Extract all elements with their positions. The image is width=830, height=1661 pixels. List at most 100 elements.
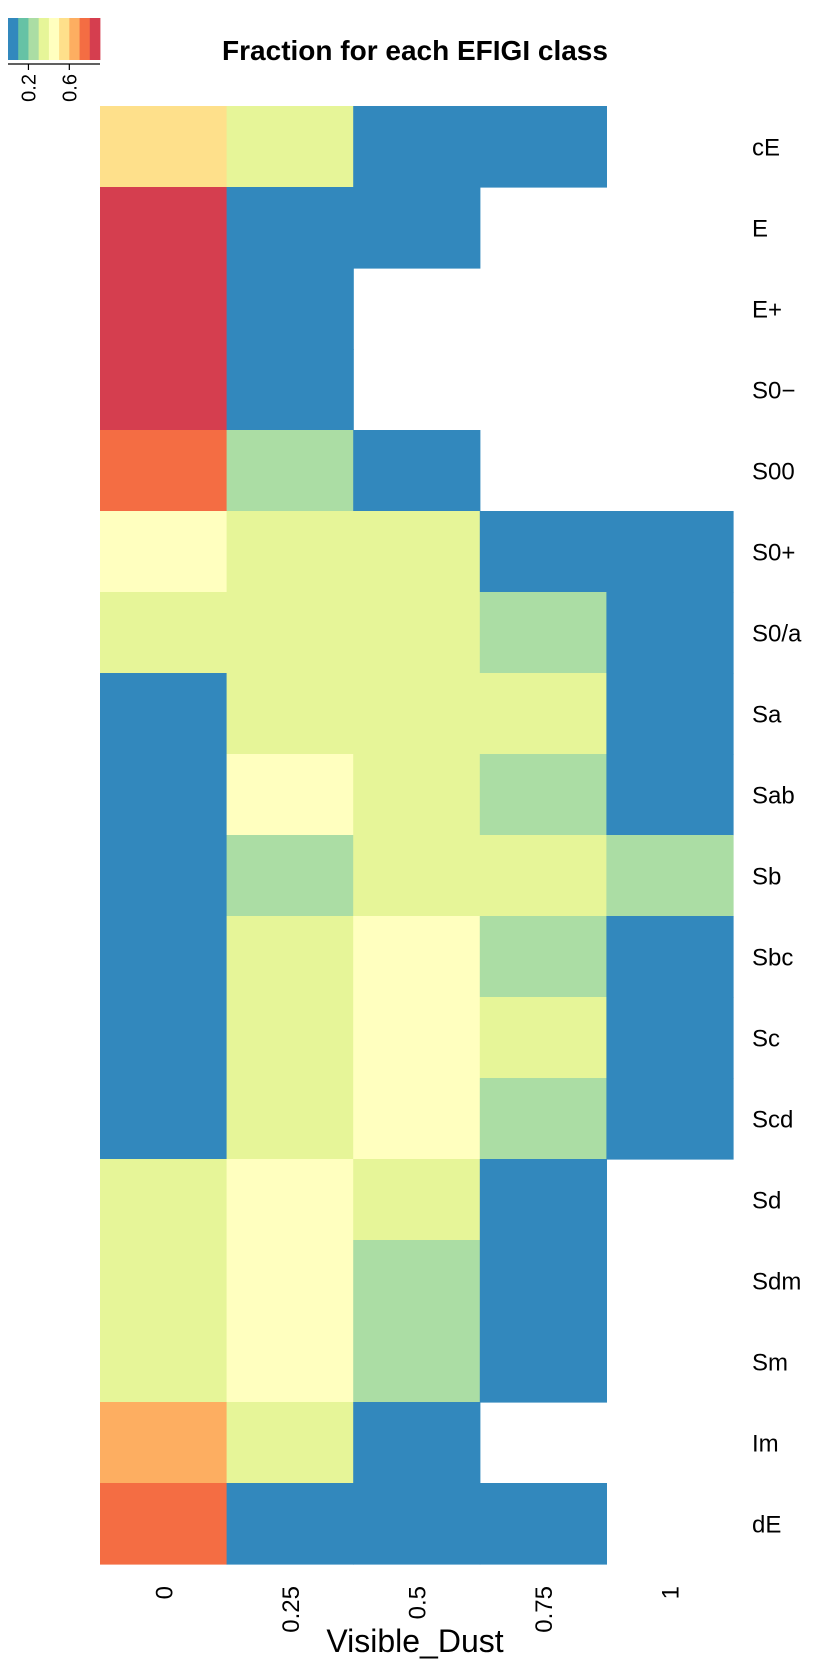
heatmap-cell — [479, 1159, 607, 1241]
row-label: Sc — [752, 1026, 780, 1053]
column-label: 0 — [151, 1586, 178, 1599]
heatmap-cell — [479, 997, 607, 1079]
heatmap-cell — [100, 187, 228, 269]
heatmap-cell — [100, 106, 228, 188]
row-labels: cE E E+ S0− S00 S0+ S0/a Sa Sab Sb Sbc Sc Scd Sd Sdm Sm… — [752, 135, 802, 1539]
heatmap-cell — [353, 1321, 481, 1403]
heatmap-cell — [226, 430, 354, 512]
heatmap-cell — [479, 106, 607, 188]
heatmap-cell — [100, 592, 228, 674]
row-label: cE — [752, 135, 780, 162]
column-label: 0.75 — [531, 1586, 558, 1633]
heatmap-cell — [100, 997, 228, 1079]
row-label: Sdm — [752, 1269, 801, 1296]
legend-swatch — [59, 18, 70, 60]
heatmap-cell — [100, 916, 228, 998]
heatmap-cell — [479, 1078, 607, 1160]
heatmap-cell — [100, 1078, 228, 1160]
heatmap-cell — [606, 835, 734, 917]
heatmap-cell — [100, 1240, 228, 1322]
heatmap-cells — [100, 106, 734, 1565]
heatmap-cell — [479, 1240, 607, 1322]
heatmap-cell — [353, 430, 481, 512]
chart-title: Fraction for each EFIGI class — [222, 35, 608, 66]
row-label: Sm — [752, 1350, 788, 1377]
heatmap-cell — [100, 1159, 228, 1241]
heatmap-cell — [226, 673, 354, 755]
heatmap-cell — [100, 673, 228, 755]
heatmap-cell — [100, 1483, 228, 1565]
heatmap-cell — [606, 1078, 734, 1160]
row-label: Sbc — [752, 945, 793, 972]
legend-tick-label: 0.6 — [59, 74, 81, 102]
heatmap-cell — [353, 916, 481, 998]
heatmap-cell — [353, 754, 481, 836]
row-label: S0+ — [752, 540, 795, 567]
row-label: Sb — [752, 864, 781, 891]
heatmap-cell — [353, 1402, 481, 1484]
color-legend: 0.2 0.6 — [8, 18, 101, 102]
heatmap-cell — [353, 1159, 481, 1241]
legend-swatch — [48, 18, 60, 60]
legend-swatch — [89, 18, 101, 60]
column-label: 0.25 — [278, 1586, 305, 1633]
heatmap-cell — [606, 511, 734, 593]
heatmap-cell — [100, 268, 228, 350]
legend-swatch — [8, 18, 19, 60]
heatmap-cell — [226, 106, 354, 188]
row-label: E — [752, 216, 768, 243]
heatmap-cell — [226, 592, 354, 674]
heatmap-cell — [479, 1321, 607, 1403]
row-label: Scd — [752, 1107, 793, 1134]
heatmap-cell — [353, 1078, 481, 1160]
heatmap-cell — [226, 1159, 354, 1241]
legend-swatch — [38, 18, 50, 60]
heatmap-cell — [226, 916, 354, 998]
row-label: Im — [752, 1431, 779, 1458]
heatmap-cell — [226, 1321, 354, 1403]
heatmap-cell — [226, 835, 354, 917]
legend-swatch — [18, 18, 29, 60]
heatmap-cell — [353, 997, 481, 1079]
heatmap-cell — [606, 997, 734, 1079]
row-label: S00 — [752, 459, 795, 486]
column-labels: 0 0.25 0.5 0.75 1 — [151, 1586, 684, 1633]
heatmap-cell — [606, 592, 734, 674]
heatmap-cell — [479, 673, 607, 755]
heatmap-cell — [479, 754, 607, 836]
heatmap-cell — [479, 916, 607, 998]
heatmap-cell — [226, 1402, 354, 1484]
heatmap-cell — [100, 511, 228, 593]
heatmap-cell — [353, 1483, 481, 1565]
heatmap-cell — [353, 1240, 481, 1322]
heatmap-cell — [100, 430, 228, 512]
heatmap-cell — [479, 592, 607, 674]
heatmap-cell — [226, 1483, 354, 1565]
heatmap-cell — [353, 187, 481, 269]
heatmap-cell — [226, 187, 354, 269]
heatmap-cell — [100, 349, 228, 431]
row-label: Sa — [752, 702, 782, 729]
legend-swatch — [28, 18, 40, 60]
legend-tick-label: 0.2 — [18, 74, 40, 102]
heatmap-cell — [606, 754, 734, 836]
heatmap-cell — [100, 1321, 228, 1403]
heatmap-cell — [353, 673, 481, 755]
heatmap-cell — [606, 673, 734, 755]
legend-swatch — [69, 18, 80, 60]
column-label: 0.5 — [405, 1586, 432, 1619]
heatmap-cell — [479, 835, 607, 917]
heatmap-cell — [479, 511, 607, 593]
row-label: E+ — [752, 297, 782, 324]
heatmap-cell — [606, 916, 734, 998]
column-label: 1 — [658, 1586, 685, 1599]
heatmap-cell — [479, 1483, 607, 1565]
heatmap-cell — [100, 754, 228, 836]
heatmap-cell — [100, 835, 228, 917]
heatmap-cell — [353, 835, 481, 917]
heatmap-cell — [353, 511, 481, 593]
heatmap-cell — [100, 1402, 228, 1484]
heatmap-cell — [353, 592, 481, 674]
row-label: Sd — [752, 1188, 781, 1215]
